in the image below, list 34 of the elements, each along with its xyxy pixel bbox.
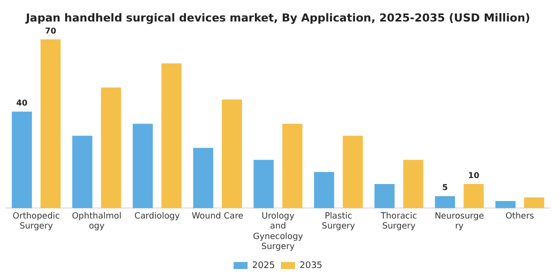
x-tick-label: Plastic Surgery <box>322 212 356 232</box>
bar <box>40 39 61 208</box>
x-tick-label: Ophthalmology <box>72 212 122 232</box>
bar <box>100 87 122 208</box>
bar <box>193 148 214 208</box>
legend-label: 2025 <box>252 260 275 271</box>
bar <box>342 136 363 208</box>
x-tick-label: Wound Care <box>192 212 244 222</box>
bar <box>524 197 544 208</box>
data-label: 10 <box>468 171 480 180</box>
bar <box>254 160 274 208</box>
data-label: 5 <box>442 183 448 192</box>
data-label: 40 <box>16 98 28 108</box>
x-tick-label: Urology and Gynecology Surgery <box>252 212 304 252</box>
data-label: 70 <box>45 26 57 36</box>
bar <box>132 124 153 208</box>
x-tick-label: Cardiology <box>134 212 180 222</box>
bar <box>464 184 484 208</box>
bar <box>72 136 92 208</box>
bar <box>282 124 302 208</box>
bar <box>374 184 395 208</box>
legend-label: 2035 <box>300 260 322 271</box>
bar <box>495 200 516 208</box>
x-tick-label: Neurosurgery <box>434 212 484 232</box>
x-tick-label: Thoracic Surgery <box>380 212 418 232</box>
bar <box>434 196 456 208</box>
bar <box>161 63 182 208</box>
bar <box>314 172 334 208</box>
x-tick-label: Others <box>505 212 535 222</box>
bar <box>403 160 424 208</box>
bar <box>222 100 242 208</box>
x-tick-label: Orthopedic Surgery <box>12 212 60 232</box>
bar <box>12 112 32 208</box>
chart-title: Japan handheld surgical devices market, By Application, 2025-2035 (USD Million) <box>24 11 530 24</box>
